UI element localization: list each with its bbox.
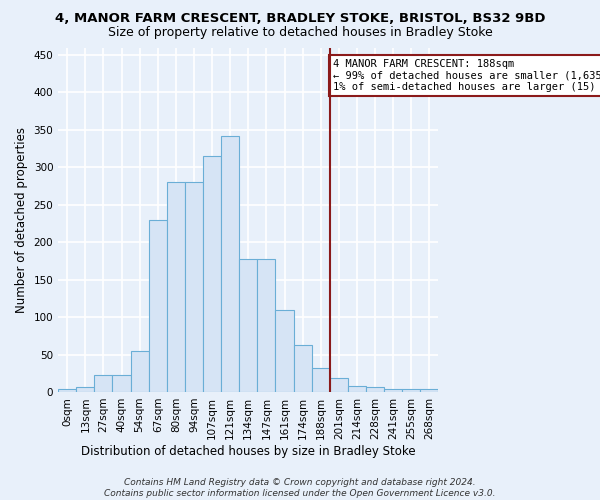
Bar <box>293 345 311 392</box>
Bar <box>239 260 257 392</box>
Text: Size of property relative to detached houses in Bradley Stoke: Size of property relative to detached ho… <box>107 26 493 39</box>
Bar <box>185 182 203 392</box>
X-axis label: Distribution of detached houses by size in Bradley Stoke: Distribution of detached houses by size … <box>81 444 416 458</box>
Bar <box>366 388 384 392</box>
Bar <box>402 389 421 392</box>
Bar <box>311 368 330 392</box>
Bar <box>94 376 112 392</box>
Bar <box>257 260 275 392</box>
Bar <box>384 389 402 392</box>
Bar <box>131 351 149 392</box>
Bar <box>149 220 167 392</box>
Y-axis label: Number of detached properties: Number of detached properties <box>15 126 28 312</box>
Bar <box>221 136 239 392</box>
Bar <box>275 310 293 392</box>
Bar <box>58 389 76 392</box>
Text: Contains HM Land Registry data © Crown copyright and database right 2024.
Contai: Contains HM Land Registry data © Crown c… <box>104 478 496 498</box>
Text: 4 MANOR FARM CRESCENT: 188sqm
← 99% of detached houses are smaller (1,635)
1% of: 4 MANOR FARM CRESCENT: 188sqm ← 99% of d… <box>334 58 600 92</box>
Bar <box>348 386 366 392</box>
Bar <box>421 389 439 392</box>
Bar <box>167 182 185 392</box>
Bar <box>330 378 348 392</box>
Bar <box>112 376 131 392</box>
Bar <box>76 386 94 392</box>
Text: 4, MANOR FARM CRESCENT, BRADLEY STOKE, BRISTOL, BS32 9BD: 4, MANOR FARM CRESCENT, BRADLEY STOKE, B… <box>55 12 545 26</box>
Bar <box>203 156 221 392</box>
